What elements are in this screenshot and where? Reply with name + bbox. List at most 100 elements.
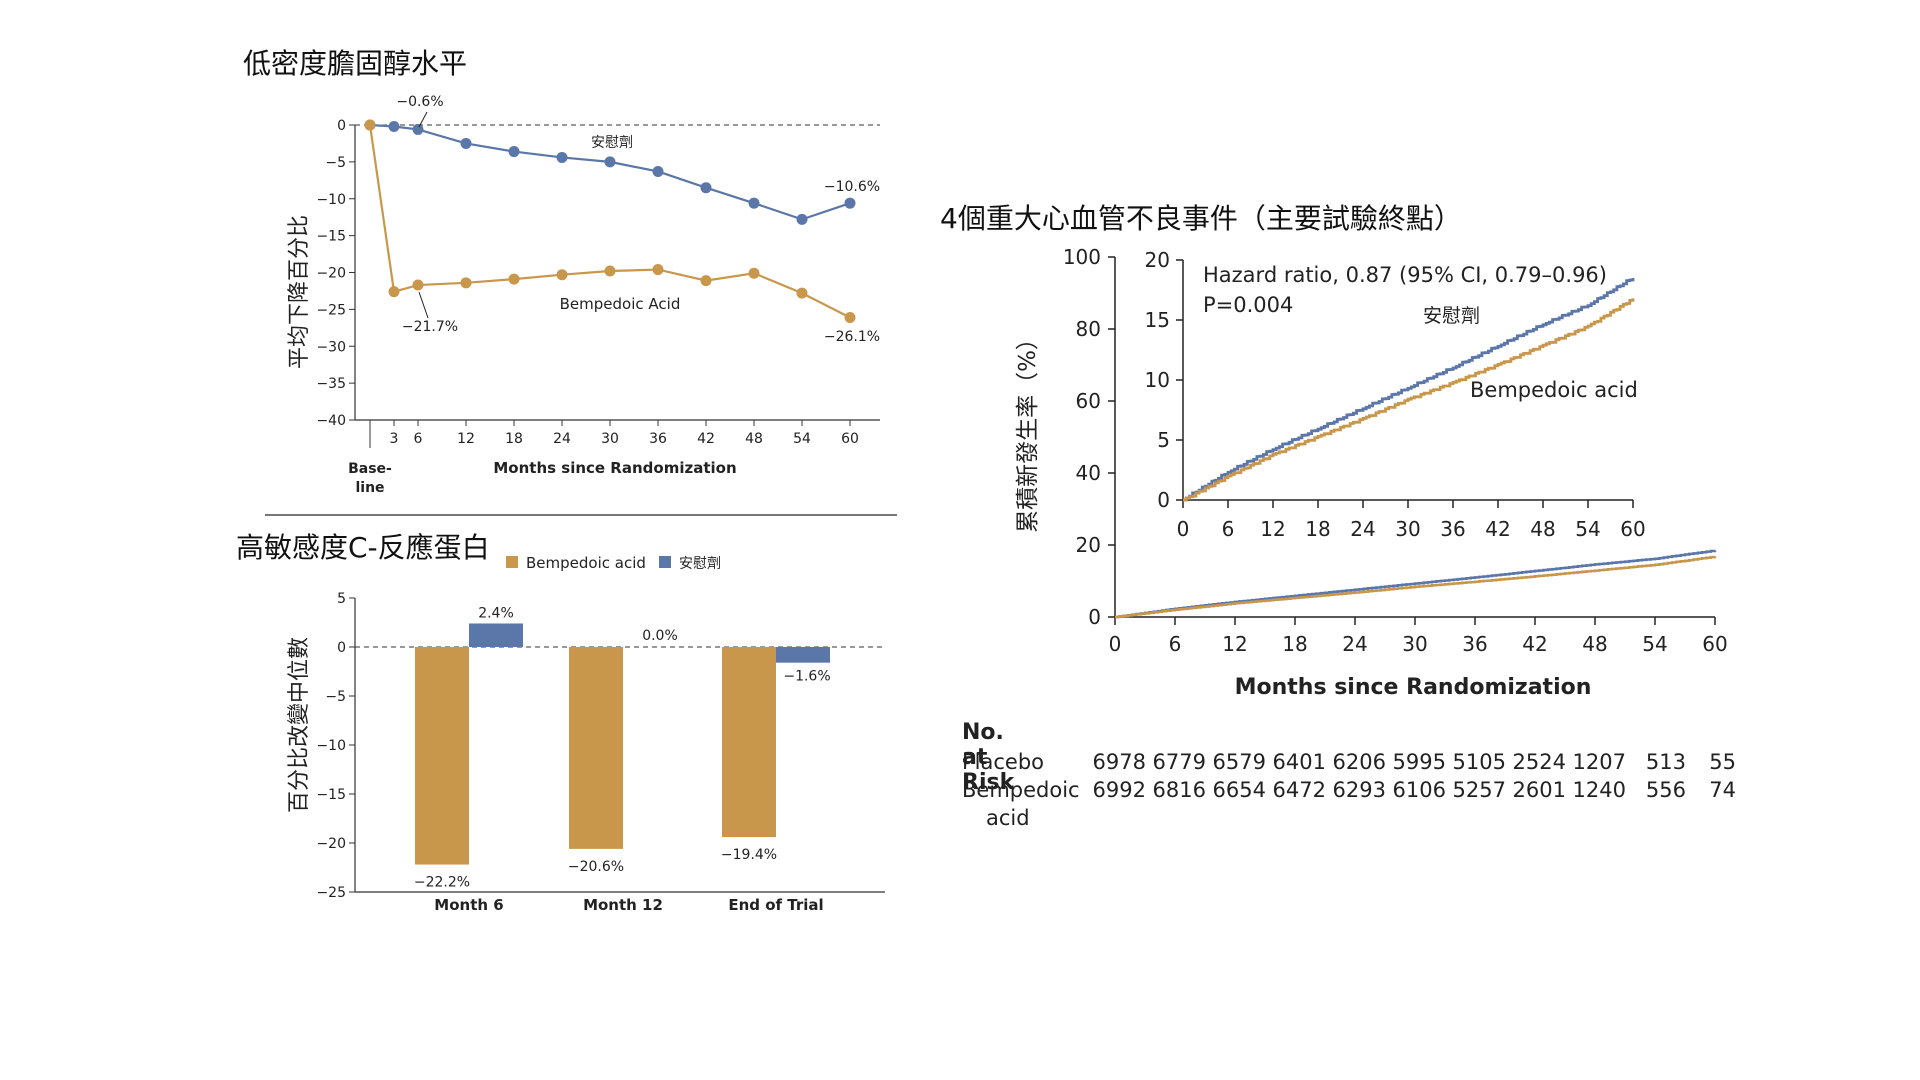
ldl-x-tick-label: 48 (745, 431, 763, 447)
ldl-y-axis-label: 平均下降百分比 (287, 215, 312, 369)
risk-row-name-continued: acid (986, 806, 1030, 830)
inset-p-value: P=0.004 (1203, 293, 1293, 317)
crp-legend-swatch (506, 556, 518, 568)
crp-panel-title: 高敏感度C-反應蛋白 (236, 531, 490, 564)
crp-x-tick-label: Month 6 (434, 896, 503, 914)
mace-x-tick-label: 18 (1282, 632, 1307, 656)
ldl-y-tick-label: 0 (337, 118, 346, 134)
mace-x-tick-label: 0 (1109, 632, 1122, 656)
crp-y-tick-label: −15 (316, 787, 346, 803)
mace-x-axis-label: Months since Randomization (1235, 675, 1592, 700)
panel-divider (265, 514, 897, 516)
ldl-x-tick-label: Base- (348, 461, 392, 477)
mace-y-tick-label: 60 (1076, 389, 1101, 413)
crp-bar-label: −1.6% (783, 669, 830, 685)
ldl-data-point (652, 165, 664, 177)
ldl-x-tick-label: 42 (697, 431, 715, 447)
ldl-x-tick-label: 30 (601, 431, 619, 447)
ldl-data-point (604, 265, 616, 277)
inset-bempedoic-label: Bempedoic acid (1470, 378, 1638, 402)
ldl-annotation-leader (418, 291, 429, 319)
mace-x-tick-label: 24 (1342, 632, 1367, 656)
ldl-line-chart: 0 −5 −10 −15 −20 −25 −30 −35 −40 Base-line 3 6 12 18 2… (287, 94, 880, 496)
inset-y-tick-label: 0 (1157, 488, 1170, 512)
risk-cell: 6472 (1272, 778, 1326, 802)
crp-bar (722, 647, 776, 838)
ldl-data-point (748, 267, 760, 279)
mace-y-tick-label: 40 (1076, 461, 1101, 485)
mace-main-series-line (1115, 549, 1717, 619)
ldl-x-axis-label: Months since Randomization (493, 459, 736, 477)
risk-cell: 6654 (1212, 778, 1266, 802)
inset-x-tick-label: 48 (1530, 517, 1555, 541)
crp-y-axis-label: 百分比改變中位數 (287, 637, 312, 813)
inset-y-tick-label: 5 (1157, 428, 1170, 452)
ldl-series-label: 安慰劑 (591, 134, 633, 151)
risk-cell: 74 (1709, 778, 1736, 802)
ldl-x-tick-label: 60 (841, 431, 859, 447)
ldl-data-point (844, 197, 856, 209)
ldl-panel-title: 低密度膽固醇水平 (243, 47, 468, 80)
ldl-data-point (460, 137, 472, 149)
crp-bar (776, 647, 830, 663)
inset-hazard-ratio: Hazard ratio, 0.87 (95% CI, 0.79–0.96) (1203, 263, 1607, 287)
crp-x-tick-label: Month 12 (583, 896, 663, 914)
crp-y-tick-label: −10 (316, 738, 346, 754)
crp-y-tick-label: 5 (337, 591, 346, 607)
ldl-x-tick-label: 6 (414, 431, 423, 447)
inset-x-tick-label: 36 (1440, 517, 1465, 541)
ldl-y-tick-label: −40 (316, 413, 346, 429)
crp-bar-chart: 5 0 −5 −10 −15 −20 −25 百分比改變中位數 Bempedoic acid 安慰… (287, 554, 885, 914)
ldl-data-point (508, 146, 520, 158)
ldl-data-point (796, 287, 808, 299)
risk-cell: 6992 (1092, 778, 1146, 802)
risk-cell: 5105 (1452, 750, 1506, 774)
ldl-data-point (604, 156, 616, 168)
risk-cell: 2601 (1512, 778, 1566, 802)
ldl-data-point (412, 279, 424, 291)
risk-cell: 6106 (1392, 778, 1446, 802)
ldl-data-point (388, 120, 400, 132)
crp-legend-label: 安慰劑 (679, 555, 721, 572)
mace-x-tick-label: 54 (1642, 632, 1667, 656)
inset-y-tick-label: 15 (1145, 308, 1170, 332)
ldl-annotation: −26.1% (824, 329, 880, 345)
risk-row-name: Bempedoic (962, 778, 1080, 802)
risk-cell: 6206 (1332, 750, 1386, 774)
ldl-x-tick-label: 3 (390, 431, 399, 447)
risk-cell: 6816 (1152, 778, 1206, 802)
crp-y-tick-label: −5 (325, 689, 346, 705)
ldl-data-point (412, 123, 424, 135)
ldl-x-tick-label: 36 (649, 431, 667, 447)
ldl-x-tick-label: 12 (457, 431, 475, 447)
risk-cell: 556 (1645, 778, 1686, 802)
ldl-y-tick-label: −30 (316, 339, 346, 355)
risk-cell: 6579 (1212, 750, 1266, 774)
ldl-x-tick-label: 54 (793, 431, 811, 447)
mace-y-tick-label: 20 (1076, 533, 1101, 557)
ldl-annotation: −0.6% (396, 94, 443, 110)
mace-y-axis-label: 累積新發生率（%） (1015, 327, 1041, 533)
risk-cell: 5995 (1392, 750, 1446, 774)
crp-bar (569, 647, 623, 849)
inset-x-tick-label: 6 (1222, 517, 1235, 541)
inset-x-tick-label: 30 (1395, 517, 1420, 541)
ldl-data-point (748, 197, 760, 209)
risk-cell: 55 (1709, 750, 1736, 774)
ldl-y-tick-label: −15 (316, 229, 346, 245)
mace-x-tick-label: 12 (1222, 632, 1247, 656)
inset-x-tick-label: 54 (1575, 517, 1600, 541)
ldl-data-point (388, 286, 400, 298)
ldl-data-point (556, 269, 568, 281)
risk-cell: 513 (1645, 750, 1686, 774)
risk-cell: 6978 (1092, 750, 1146, 774)
risk-cell: 2524 (1512, 750, 1566, 774)
ldl-data-point (700, 182, 712, 194)
ldl-x-tick-label: 24 (553, 431, 571, 447)
crp-legend-label: Bempedoic acid (526, 554, 646, 572)
mace-x-tick-label: 60 (1702, 632, 1727, 656)
ldl-data-point (508, 273, 520, 285)
inset-y-tick-label: 10 (1145, 368, 1170, 392)
mace-x-tick-label: 30 (1402, 632, 1427, 656)
ldl-annotation-leader (418, 111, 428, 128)
